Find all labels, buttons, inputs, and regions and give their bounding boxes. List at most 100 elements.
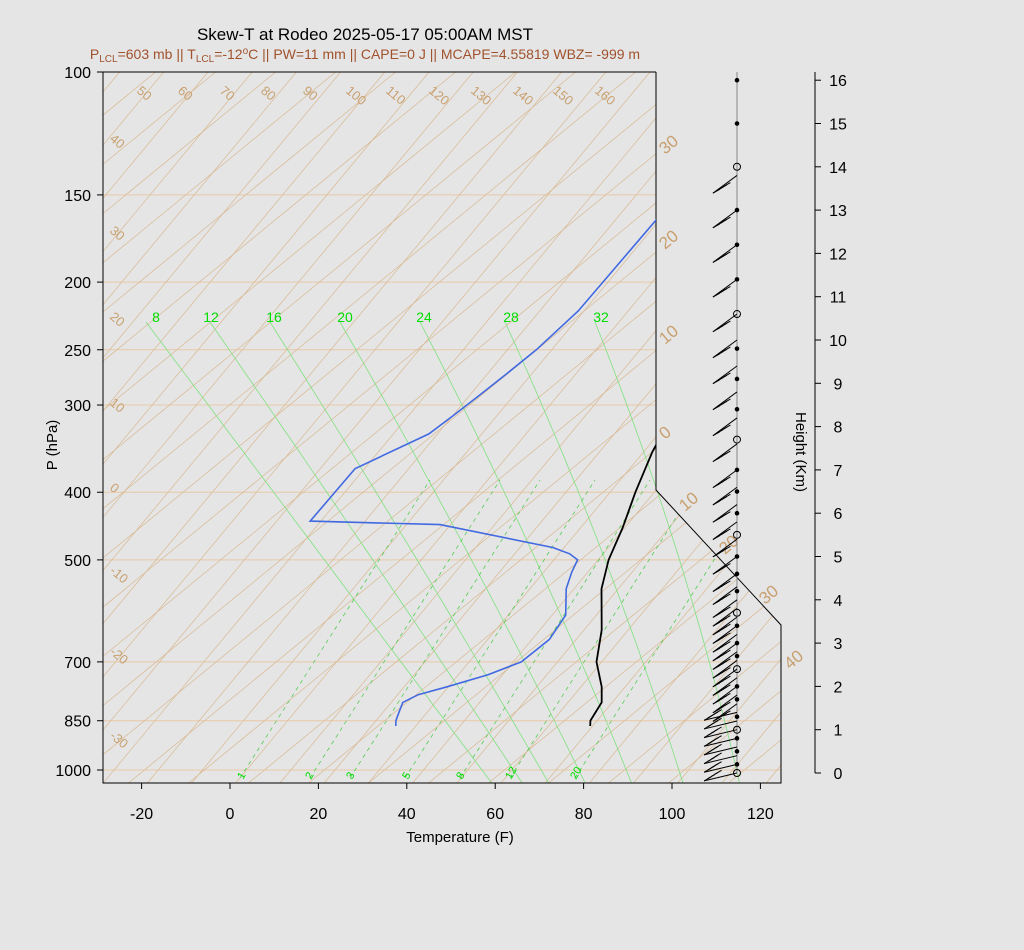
- wind-barb-flag: [723, 701, 731, 707]
- mixing-ratio-label: 1: [235, 770, 248, 781]
- isotherm-line: [494, 72, 781, 783]
- wind-barb-flag: [723, 693, 731, 698]
- moist-adiabat-label: 8: [152, 309, 160, 325]
- wind-barb-flag: [723, 606, 731, 612]
- y-tick-label: 200: [64, 275, 91, 292]
- wind-barb-flag: [723, 615, 731, 620]
- dry-adiabat-line: [103, 72, 721, 783]
- isotherm-line: [103, 72, 165, 783]
- wind-barb-staff: [703, 755, 738, 765]
- isotherm-line: [0, 72, 75, 790]
- dry-adiabat-line: [103, 72, 661, 783]
- height-tick-label: 0: [834, 766, 843, 783]
- isotherm-line: [185, 72, 781, 783]
- isotherm-label: 20: [107, 309, 128, 330]
- mixing-ratio-label: 5: [400, 770, 413, 781]
- isotherm-line: [318, 72, 781, 783]
- wind-barb-flag: [714, 726, 722, 732]
- wind-barb-staff: [703, 737, 738, 747]
- wind-barb-flag: [723, 641, 731, 646]
- mixing-ratio-label: 12: [503, 765, 520, 782]
- wind-barb-flag: [723, 182, 731, 187]
- dry-adiabat-line: [1020, 52, 1024, 790]
- wind-calm-marker: [734, 121, 740, 126]
- grid-group: [0, 52, 1024, 790]
- dry-adiabat-line: [900, 52, 1024, 790]
- dry-adiabat-line: [779, 72, 781, 783]
- isotherm-line: [893, 72, 1024, 790]
- wind-barb-flag: [723, 476, 731, 482]
- wind-barb-flag: [723, 675, 731, 681]
- isotherm-label: -10: [107, 563, 131, 587]
- wind-calm-marker: [734, 749, 740, 754]
- isotherm-label: 30: [655, 131, 682, 158]
- wind-barb-flag: [723, 710, 731, 716]
- dry-adiabat-line: [103, 72, 301, 783]
- wind-barb-flag: [714, 752, 722, 758]
- isotherm-label: 60: [175, 83, 196, 104]
- y-tick-label: 850: [64, 714, 91, 731]
- isotherm-label: 0: [655, 422, 674, 443]
- height-tick-label: 1: [834, 723, 843, 740]
- height-tick-label: 9: [834, 376, 843, 393]
- isotherm-line: [141, 72, 739, 783]
- series-line-dewpoint: [308, 72, 781, 727]
- isotherm-label: 140: [510, 83, 536, 108]
- wind-calm-marker: [733, 435, 741, 444]
- wind-calm-marker: [733, 310, 741, 319]
- wind-calm-marker: [733, 665, 741, 674]
- isotherm-label: 30: [755, 581, 782, 608]
- isotherm-label: 10: [107, 395, 128, 416]
- mixing-ratio-label: 3: [344, 770, 357, 781]
- wind-barb-staff: [703, 763, 738, 773]
- wind-barb-staff: [703, 772, 738, 782]
- mixing-ratio-line: [509, 479, 701, 779]
- isotherm-line: [715, 72, 781, 783]
- height-tick-label: 7: [834, 463, 843, 480]
- isotherm-label: 90: [300, 83, 321, 104]
- isotherm-label: -30: [107, 728, 131, 752]
- x-tick-label: 80: [575, 806, 593, 823]
- wind-barb-flag: [723, 216, 731, 222]
- mixing-ratio-line: [349, 479, 541, 779]
- wind-barb-staff: [703, 746, 738, 756]
- moist-adiabat-label: 24: [416, 309, 432, 325]
- isotherm-line: [671, 72, 781, 783]
- dry-adiabat-line: [179, 72, 781, 783]
- wind-barb-flag: [723, 658, 731, 664]
- moist-adiabat-label: 12: [203, 309, 219, 325]
- y-tick-label: 400: [64, 485, 91, 502]
- isotherm-label: 110: [383, 83, 409, 108]
- height-tick-label: 4: [834, 593, 843, 610]
- dry-adiabat-line: [840, 52, 1024, 790]
- wind-barb-flag: [723, 580, 731, 586]
- dry-adiabat-line: [599, 72, 781, 783]
- wind-barb-flag: [723, 493, 731, 499]
- moist-adiabat-line: [339, 321, 586, 783]
- wind-barb-flag: [723, 251, 731, 257]
- wind-barb-flag: [723, 320, 731, 326]
- dry-adiabat-line: [539, 72, 781, 783]
- isotherm-line: [981, 72, 1024, 790]
- isotherm-label: 50: [134, 83, 155, 104]
- isotherm-label: 120: [426, 83, 452, 108]
- x-axis-label: Temperature (F): [406, 829, 514, 846]
- y2-axis-label: Height (Km): [792, 412, 809, 492]
- wind-barb-flag: [714, 743, 722, 749]
- isotherm-label: 10: [675, 488, 702, 515]
- height-tick-label: 3: [834, 636, 843, 653]
- moist-adiabat-label: 20: [337, 309, 353, 325]
- wind-barb-flag: [723, 398, 731, 404]
- wind-barb-flag: [723, 286, 731, 291]
- x-tick-label: -20: [130, 806, 153, 823]
- dry-adiabat-line: [103, 72, 421, 783]
- mixing-ratio-line: [239, 479, 431, 779]
- isotherm-label: 70: [217, 83, 238, 104]
- wind-barb-flag: [723, 684, 731, 690]
- isotherm-line: [583, 72, 781, 783]
- height-tick-label: 12: [829, 246, 847, 263]
- y-tick-label: 150: [64, 188, 91, 205]
- wind-calm-marker: [733, 530, 741, 539]
- moist-adiabat-line: [269, 321, 549, 783]
